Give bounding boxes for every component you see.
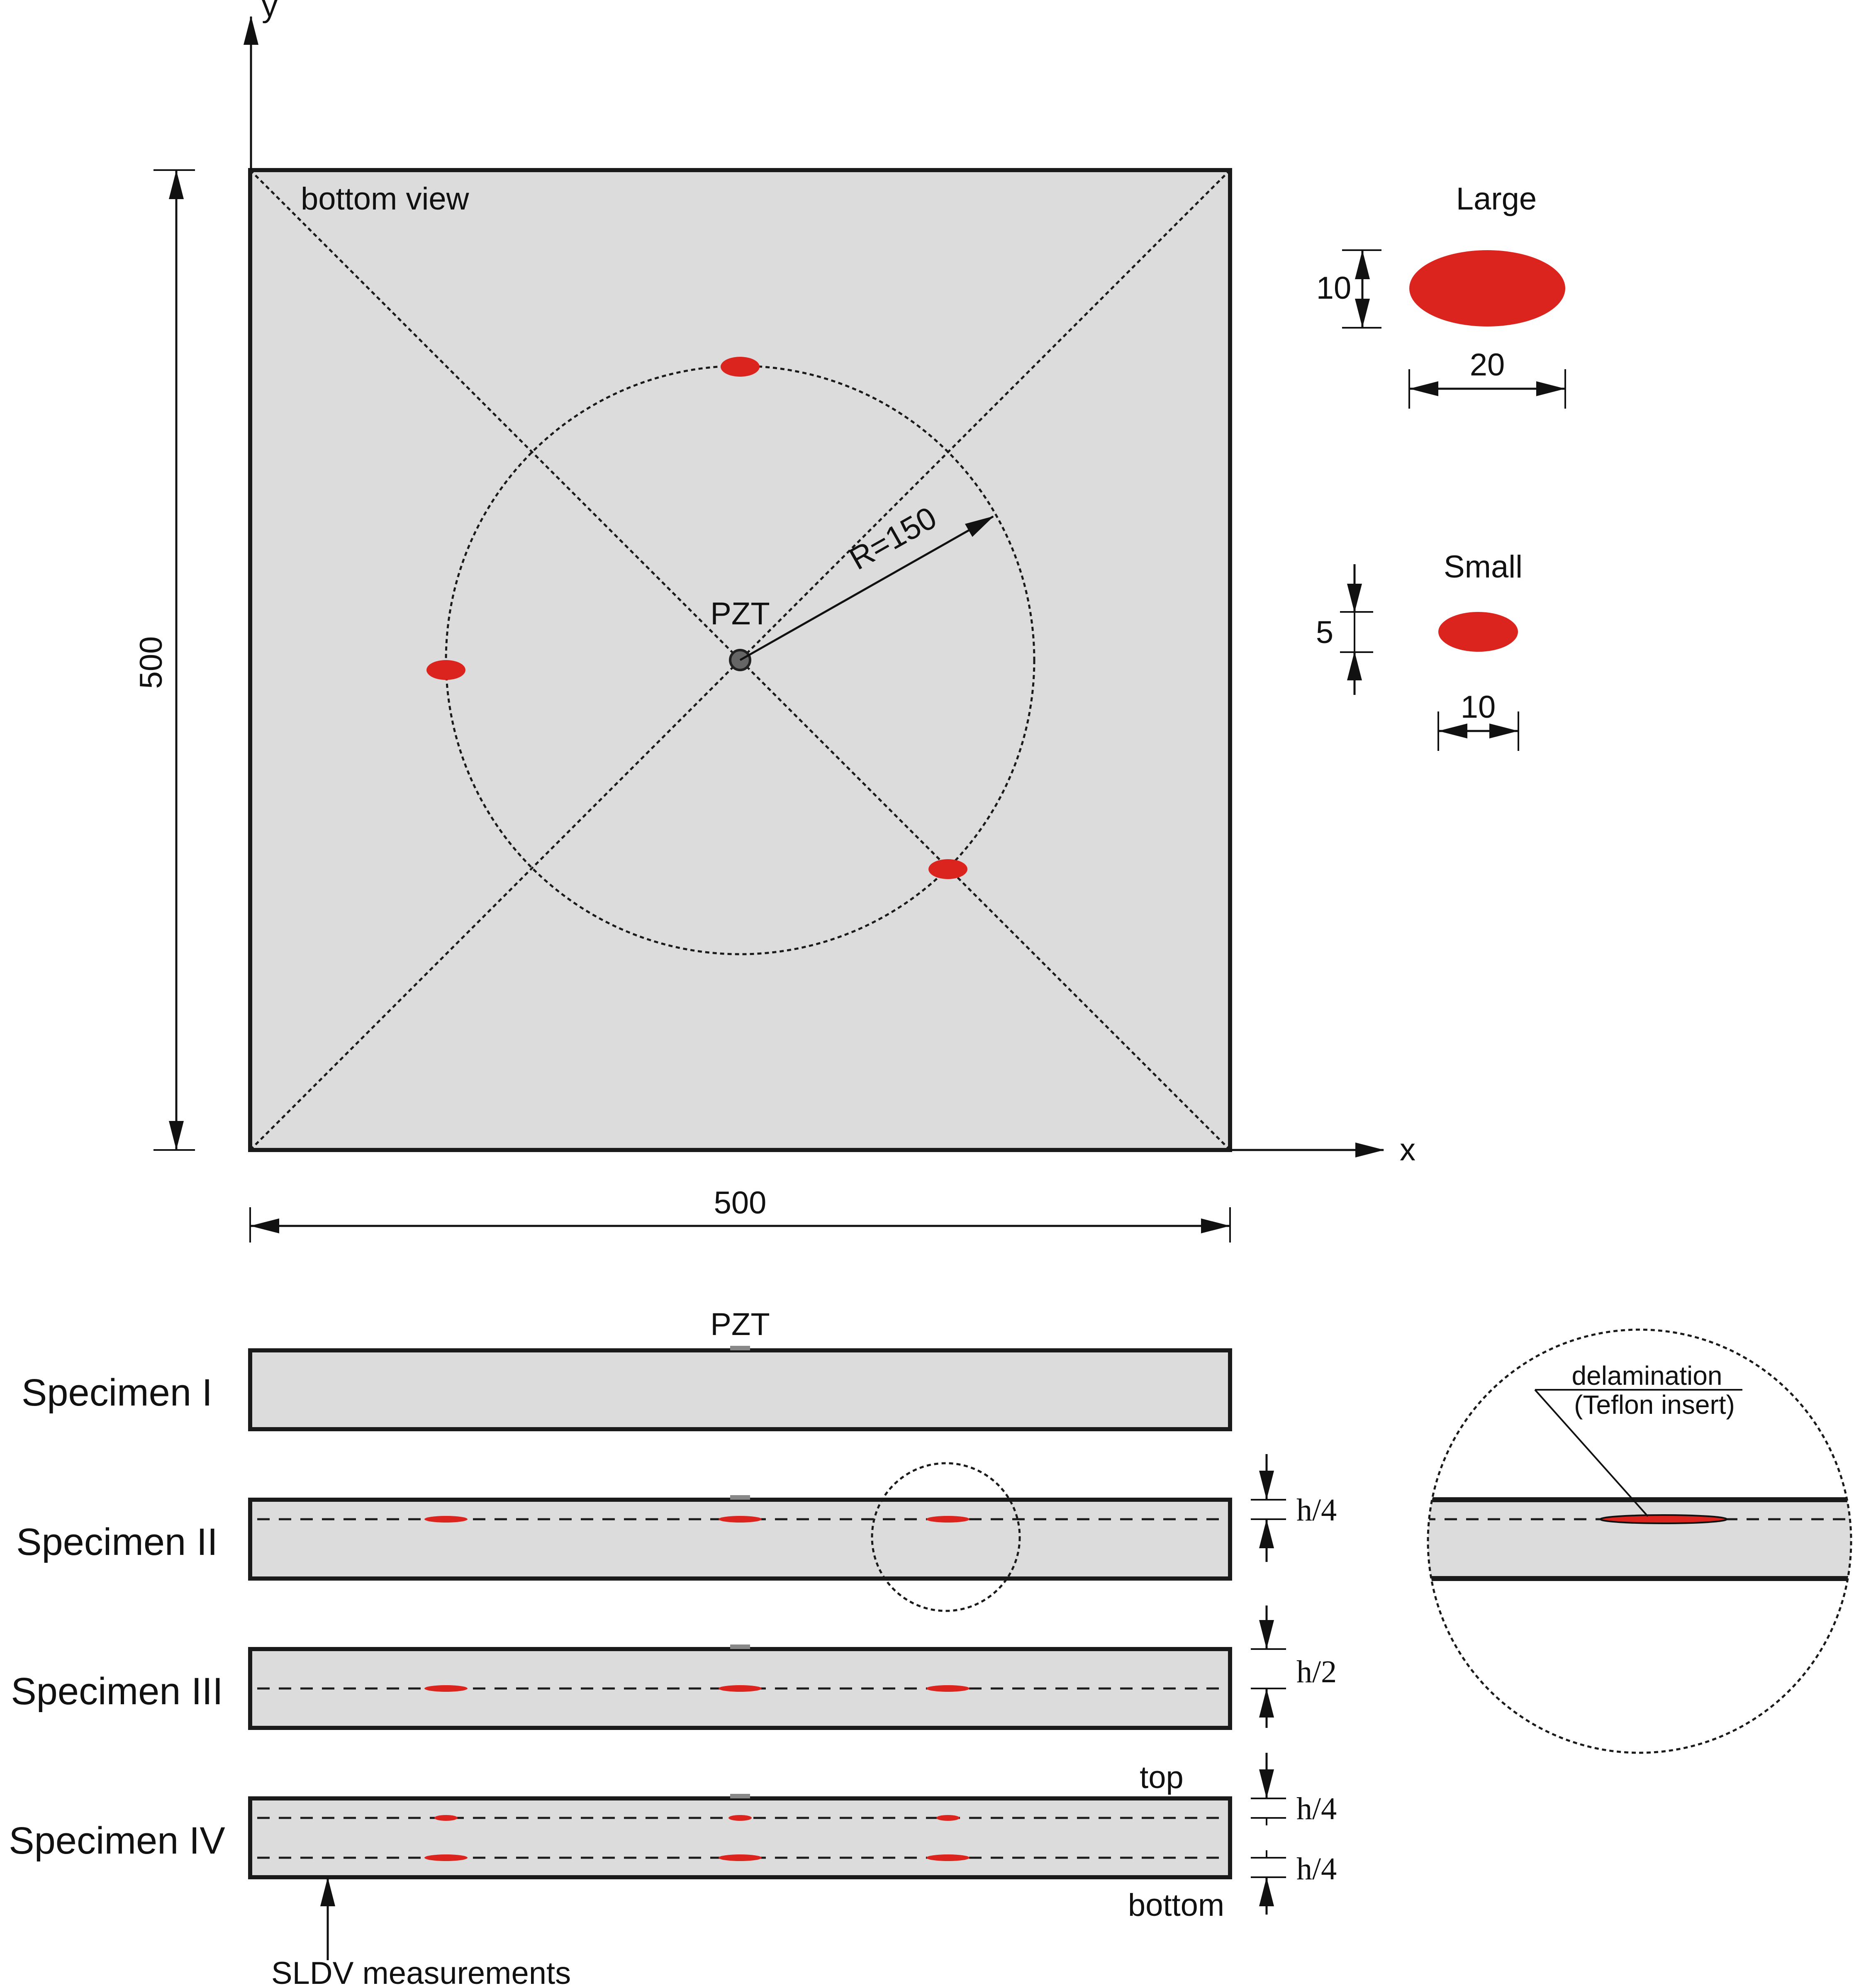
- y-axis-label: y: [262, 0, 278, 24]
- specimen-label: Specimen IV: [9, 1820, 225, 1862]
- cross-sections: PZT Specimen I Specimen II h/4 Specimen …: [9, 1307, 1337, 1988]
- specimen-label: Specimen III: [11, 1670, 223, 1713]
- pzt-sensor: [730, 1794, 750, 1798]
- plan-view: R=150 PZT bottom view y x 500 500: [134, 0, 1415, 1242]
- delamination-marker: [928, 859, 967, 879]
- detail-label-line1: delamination: [1572, 1361, 1722, 1391]
- delamination-insert: [926, 1516, 970, 1523]
- detail-view: delamination (Teflon insert): [1427, 1328, 1852, 1754]
- delamination-insert: [936, 1815, 960, 1821]
- delamination-insert: [719, 1685, 762, 1692]
- radius-circle: [445, 365, 1035, 955]
- specimen-1-section: [248, 1348, 1232, 1431]
- delamination-insert: [424, 1685, 468, 1692]
- delamination-insert: [926, 1685, 970, 1692]
- detail-circle: [1427, 1328, 1852, 1754]
- detail-section-fill: [1428, 1500, 1851, 1579]
- large-delamination-shape: [1409, 250, 1565, 326]
- height-label: 500: [134, 636, 169, 689]
- size-legend: Large 10 20 Small 5 10: [1316, 181, 1566, 751]
- width-label: 500: [714, 1185, 767, 1221]
- delamination-marker: [721, 357, 760, 377]
- depth-label-bottom: h/4: [1296, 1852, 1337, 1886]
- small-delamination-shape: [1438, 612, 1518, 652]
- delamination-insert: [719, 1854, 762, 1861]
- sldv-label: SLDV measurements: [271, 1956, 571, 1988]
- delamination-insert: [424, 1854, 468, 1861]
- top-label: top: [1140, 1760, 1184, 1795]
- pzt-sensor: [730, 1644, 750, 1649]
- cross-section-pzt-label: PZT: [710, 1307, 770, 1342]
- delamination-insert: [719, 1516, 762, 1523]
- detail-teflon-insert: [1600, 1514, 1727, 1524]
- pzt-sensor: [730, 1495, 750, 1500]
- pzt-label: PZT: [710, 596, 770, 631]
- delamination-insert: [424, 1516, 468, 1523]
- detail-leader-line: [1534, 1389, 1649, 1517]
- specimen-4-section: [248, 1796, 1232, 1879]
- delamination-insert: [728, 1815, 752, 1821]
- bottom-label: bottom: [1128, 1888, 1224, 1923]
- small-height-label: 5: [1316, 615, 1333, 650]
- x-axis-label: x: [1400, 1132, 1415, 1167]
- large-title: Large: [1456, 181, 1537, 217]
- specimen-label: Specimen I: [22, 1372, 212, 1414]
- large-height-label: 10: [1316, 270, 1352, 306]
- radius-arrow: [739, 515, 994, 661]
- delamination-insert: [926, 1854, 970, 1861]
- detail-callout-circle: [871, 1462, 1021, 1612]
- specimen-label: Specimen II: [16, 1521, 218, 1563]
- delamination-marker: [426, 660, 465, 680]
- small-width-label: 10: [1461, 689, 1496, 725]
- large-width-label: 20: [1470, 347, 1505, 382]
- specimen-2-section: [248, 1498, 1232, 1581]
- bottom-view-caption: bottom view: [301, 181, 470, 217]
- depth-label: h/2: [1296, 1654, 1337, 1689]
- detail-label-line2: (Teflon insert): [1574, 1390, 1735, 1420]
- small-title: Small: [1444, 549, 1523, 585]
- depth-label: h/4: [1296, 1493, 1337, 1528]
- delamination-insert: [434, 1815, 458, 1821]
- pzt-sensor: [730, 1346, 750, 1350]
- depth-label-top: h/4: [1296, 1791, 1337, 1826]
